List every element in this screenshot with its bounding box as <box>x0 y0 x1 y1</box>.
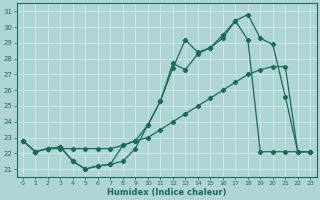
X-axis label: Humidex (Indice chaleur): Humidex (Indice chaleur) <box>107 188 226 197</box>
